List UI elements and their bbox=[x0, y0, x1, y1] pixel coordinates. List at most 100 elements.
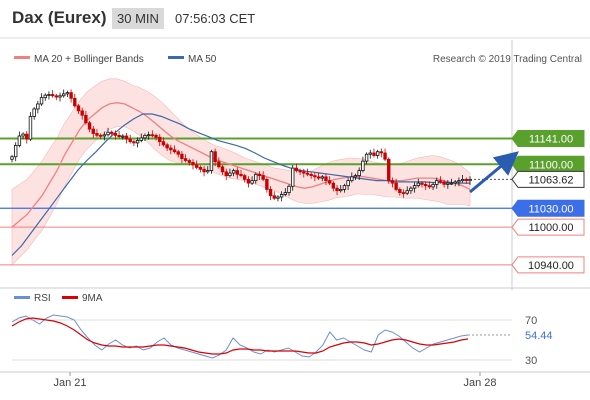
candle-body bbox=[87, 122, 92, 130]
candle-body bbox=[438, 180, 443, 183]
price-labels: 11141.00 11100.00 11030.00 11000.00 10940.00… bbox=[511, 130, 585, 274]
rsi-ma-legend-swatch bbox=[62, 296, 78, 299]
candle bbox=[305, 168, 310, 177]
candle-body bbox=[350, 176, 354, 182]
candle-body bbox=[257, 173, 262, 176]
level-label-box bbox=[511, 218, 585, 236]
candle bbox=[143, 133, 147, 142]
candle bbox=[217, 157, 221, 169]
level-label-text: 11030.00 bbox=[528, 203, 573, 215]
level-label-text: 11000.00 bbox=[528, 222, 573, 234]
candle bbox=[431, 182, 435, 191]
candle-body bbox=[228, 172, 232, 176]
candle-body bbox=[39, 97, 44, 105]
rsi-tick-label: 70 bbox=[525, 315, 537, 327]
main-legend: MA 20 + Bollinger Bands MA 50 Research ©… bbox=[14, 54, 582, 65]
candle bbox=[350, 172, 354, 183]
candle bbox=[331, 181, 336, 192]
candle bbox=[242, 173, 247, 183]
candle-body bbox=[353, 175, 358, 178]
candle-body bbox=[242, 175, 247, 180]
candle-body bbox=[254, 173, 258, 182]
candle bbox=[28, 112, 33, 142]
candle-body bbox=[298, 170, 302, 173]
candle bbox=[291, 164, 295, 191]
candle-body bbox=[80, 110, 84, 116]
candle bbox=[21, 132, 25, 140]
candle-body bbox=[180, 153, 184, 160]
candle bbox=[135, 137, 140, 148]
candle bbox=[257, 171, 262, 180]
candle-body bbox=[143, 134, 147, 139]
candle-body bbox=[194, 164, 199, 168]
timeframe-badge[interactable]: 30 MIN bbox=[112, 8, 164, 29]
candle-body bbox=[427, 185, 432, 188]
candle-body bbox=[342, 185, 347, 190]
candle bbox=[231, 168, 236, 177]
candle bbox=[169, 144, 173, 155]
candle bbox=[353, 173, 358, 180]
candle-body bbox=[32, 108, 36, 117]
candle-body bbox=[394, 182, 398, 190]
candle-body bbox=[135, 139, 140, 144]
candle bbox=[250, 176, 254, 186]
candle-body bbox=[176, 151, 180, 155]
last-price-text: 11063.62 bbox=[528, 174, 573, 186]
candle bbox=[438, 176, 443, 184]
candle-body bbox=[69, 92, 73, 99]
candle-body bbox=[213, 151, 217, 163]
candle bbox=[161, 137, 166, 147]
candle bbox=[73, 93, 77, 108]
candle bbox=[10, 154, 14, 163]
candle bbox=[187, 158, 191, 166]
level-label-11000.00: 11000.00 bbox=[511, 218, 585, 236]
level-label-box bbox=[511, 256, 585, 274]
candle-body bbox=[287, 185, 291, 193]
candle-body bbox=[327, 180, 332, 184]
rsi-tick-label: 30 bbox=[525, 355, 537, 367]
candle bbox=[442, 180, 446, 188]
candle-body bbox=[309, 173, 313, 176]
candle-body bbox=[187, 160, 191, 163]
candle-body bbox=[320, 176, 324, 179]
candle-body bbox=[102, 134, 107, 137]
candle-body bbox=[283, 192, 288, 195]
candle-body bbox=[457, 180, 461, 183]
candle-body bbox=[276, 196, 280, 199]
candle-body bbox=[150, 134, 155, 137]
candle bbox=[180, 151, 184, 164]
candle bbox=[423, 181, 428, 191]
candle bbox=[254, 172, 258, 184]
candle-body bbox=[139, 137, 143, 141]
candle bbox=[117, 130, 121, 139]
candle-body bbox=[423, 183, 428, 187]
candle bbox=[224, 168, 228, 180]
candle bbox=[91, 125, 95, 138]
candle bbox=[464, 177, 469, 184]
candle-body bbox=[453, 181, 457, 184]
candle-body bbox=[191, 161, 195, 166]
candle-body bbox=[387, 158, 391, 182]
candle-body bbox=[431, 183, 435, 188]
candle-body bbox=[172, 149, 177, 153]
candle-body bbox=[217, 161, 221, 168]
candle-body bbox=[324, 176, 328, 182]
candle bbox=[283, 188, 288, 197]
candle bbox=[375, 149, 380, 159]
candle-body bbox=[154, 134, 158, 138]
candle-body bbox=[121, 135, 125, 138]
candle bbox=[202, 166, 206, 177]
ma20-legend-swatch bbox=[14, 56, 30, 59]
candle-body bbox=[449, 182, 454, 185]
level-label-text: 11141.00 bbox=[529, 134, 573, 146]
candle bbox=[457, 177, 461, 187]
candle bbox=[320, 174, 324, 182]
candle bbox=[220, 164, 225, 175]
candle-body bbox=[302, 171, 306, 174]
candle bbox=[172, 145, 177, 154]
candle bbox=[276, 195, 280, 202]
candle-body bbox=[76, 105, 81, 112]
candle bbox=[150, 130, 155, 138]
candle bbox=[139, 133, 143, 143]
